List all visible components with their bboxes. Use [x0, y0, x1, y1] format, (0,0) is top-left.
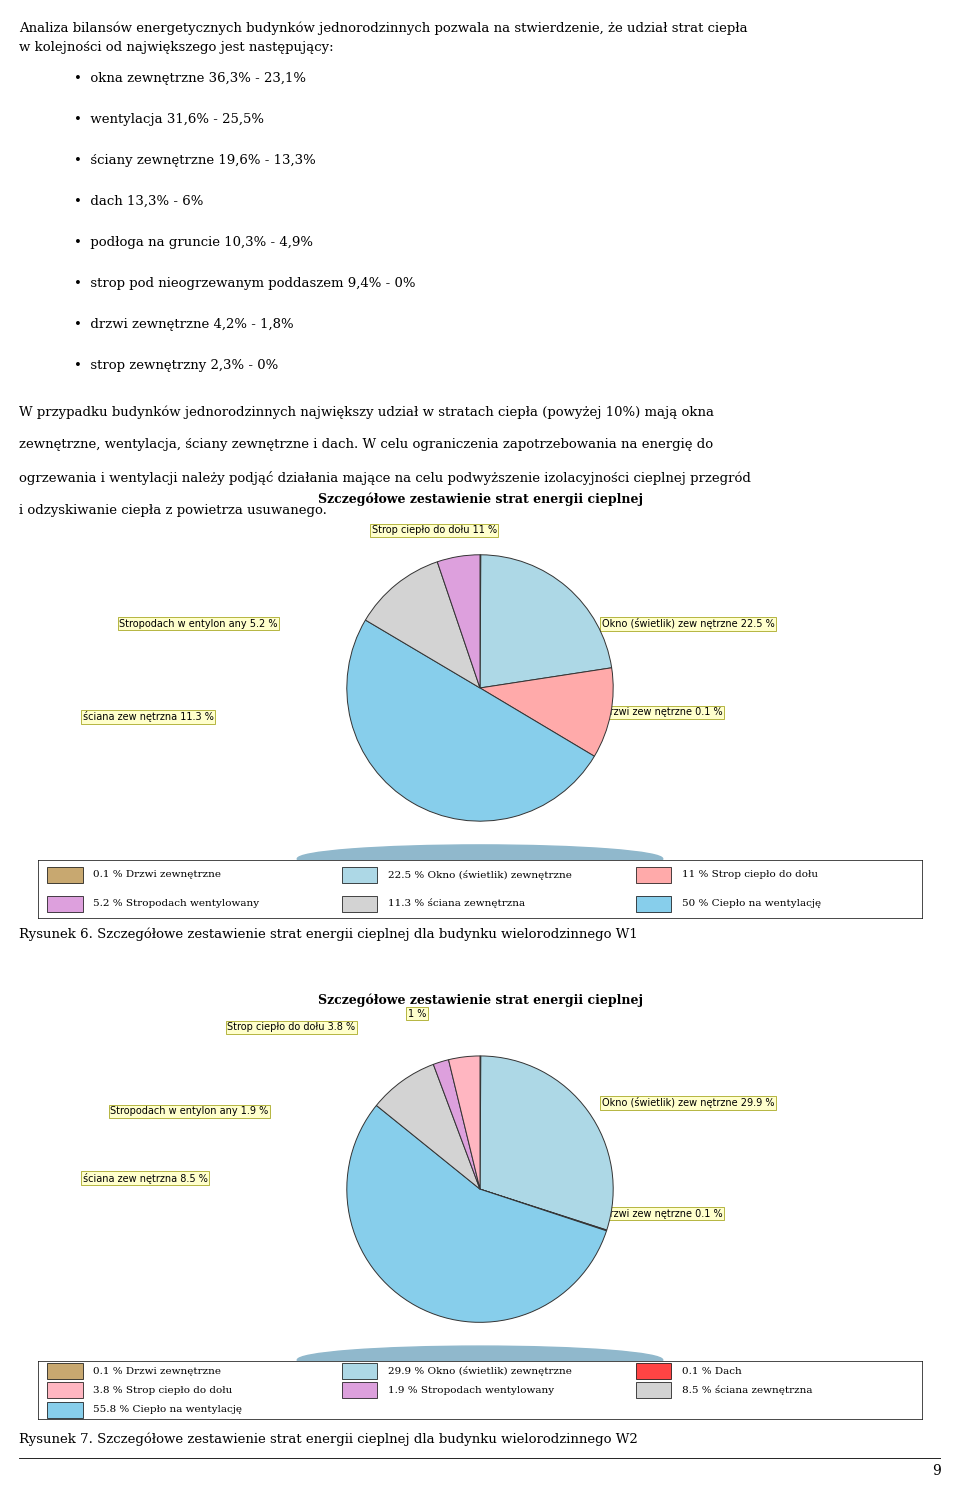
Bar: [342, 1382, 377, 1398]
Text: Szczegółowe zestawienie strat energii cieplnej: Szczegółowe zestawienie strat energii ci…: [318, 993, 642, 1007]
Wedge shape: [480, 1189, 607, 1231]
Text: 1 %: 1 %: [408, 1008, 426, 1019]
Wedge shape: [480, 1057, 613, 1230]
Text: •  drzwi zewnętrzne 4,2% - 1,8%: • drzwi zewnętrzne 4,2% - 1,8%: [75, 318, 294, 331]
Bar: [47, 1364, 83, 1379]
Wedge shape: [347, 620, 594, 822]
Text: 50 % Ciepło na wentylację: 50 % Ciepło na wentylację: [682, 898, 821, 908]
Wedge shape: [480, 668, 613, 756]
Text: •  podłoga na gruncie 10,3% - 4,9%: • podłoga na gruncie 10,3% - 4,9%: [75, 236, 314, 248]
Bar: [47, 1401, 83, 1418]
Text: Drzwi zew nętrzne 0.1 %: Drzwi zew nętrzne 0.1 %: [602, 1209, 723, 1219]
Text: 1.9 % Stropodach wentylowany: 1.9 % Stropodach wentylowany: [388, 1386, 554, 1395]
Wedge shape: [480, 555, 612, 688]
Text: •  wentylacja 31,6% - 25,5%: • wentylacja 31,6% - 25,5%: [75, 113, 265, 126]
Ellipse shape: [298, 844, 662, 873]
Wedge shape: [438, 555, 480, 688]
Text: 5.2 % Stropodach wentylowany: 5.2 % Stropodach wentylowany: [93, 898, 259, 908]
Text: Strop ciepło do dołu 11 %: Strop ciepło do dołu 11 %: [372, 525, 497, 536]
Text: 55.8 % Ciepło na wentylację: 55.8 % Ciepło na wentylację: [93, 1406, 242, 1415]
Text: Stropodach w entylon any 1.9 %: Stropodach w entylon any 1.9 %: [110, 1106, 268, 1117]
Text: Okno (świetlik) zew nętrzne 29.9 %: Okno (świetlik) zew nętrzne 29.9 %: [602, 1097, 775, 1108]
Text: •  ściany zewnętrzne 19,6% - 13,3%: • ściany zewnętrzne 19,6% - 13,3%: [75, 154, 316, 167]
Text: Analiza bilansów energetycznych budynków jednorodzinnych pozwala na stwierdzenie: Analiza bilansów energetycznych budynków…: [19, 21, 748, 35]
Wedge shape: [433, 1060, 480, 1189]
Text: •  okna zewnętrzne 36,3% - 23,1%: • okna zewnętrzne 36,3% - 23,1%: [75, 72, 306, 84]
Text: zewnętrzne, wentylacja, ściany zewnętrzne i dach. W celu ograniczenia zapotrzebo: zewnętrzne, wentylacja, ściany zewnętrzn…: [19, 438, 713, 452]
Text: 0.1 % Dach: 0.1 % Dach: [682, 1367, 742, 1376]
Wedge shape: [366, 561, 480, 688]
Text: Rysunek 7. Szczegółowe zestawienie strat energii cieplnej dla budynku wielorodzi: Rysunek 7. Szczegółowe zestawienie strat…: [19, 1433, 638, 1445]
Bar: [342, 867, 377, 883]
Bar: [636, 867, 671, 883]
Text: 11 % Strop ciepło do dołu: 11 % Strop ciepło do dołu: [682, 870, 818, 879]
Bar: [636, 895, 671, 912]
Bar: [342, 1364, 377, 1379]
Text: i odzyskiwanie ciepła z powietrza usuwanego.: i odzyskiwanie ciepła z powietrza usuwan…: [19, 504, 327, 516]
Text: 3.8 % Strop ciepło do dołu: 3.8 % Strop ciepło do dołu: [93, 1386, 232, 1395]
Text: Okno (świetlik) zew nętrzne 22.5 %: Okno (świetlik) zew nętrzne 22.5 %: [602, 619, 775, 629]
Bar: [47, 867, 83, 883]
Bar: [47, 895, 83, 912]
Wedge shape: [448, 1057, 480, 1189]
Text: 9: 9: [932, 1464, 941, 1478]
Text: w kolejności od największego jest następujący:: w kolejności od największego jest następ…: [19, 41, 334, 54]
Text: Drzwi zew nętrzne 0.1 %: Drzwi zew nętrzne 0.1 %: [602, 707, 723, 718]
Text: W przypadku budynków jednorodzinnych największy udział w stratach ciepła (powyże: W przypadku budynków jednorodzinnych naj…: [19, 406, 714, 420]
Bar: [342, 895, 377, 912]
Text: Stropodach w entylon any 5.2 %: Stropodach w entylon any 5.2 %: [119, 619, 277, 629]
Text: ogrzewania i wentylacji należy podjąć działania mające na celu podwyższenie izol: ogrzewania i wentylacji należy podjąć dz…: [19, 471, 751, 485]
Text: Strop ciepło do dołu 3.8 %: Strop ciepło do dołu 3.8 %: [228, 1022, 355, 1032]
Bar: [636, 1364, 671, 1379]
Wedge shape: [347, 1106, 607, 1323]
Text: Ciepło na w entylację 50 %: Ciepło na w entylację 50 %: [300, 871, 432, 882]
Bar: [47, 1382, 83, 1398]
Wedge shape: [376, 1064, 480, 1189]
Text: •  strop zewnętrzny 2,3% - 0%: • strop zewnętrzny 2,3% - 0%: [75, 360, 278, 372]
Text: 0.1 % Drzwi zewnętrzne: 0.1 % Drzwi zewnętrzne: [93, 1367, 221, 1376]
Ellipse shape: [298, 1345, 662, 1374]
Text: 8.5 % ściana zewnętrzna: 8.5 % ściana zewnętrzna: [682, 1386, 812, 1395]
Text: •  dach 13,3% - 6%: • dach 13,3% - 6%: [75, 194, 204, 208]
Text: Rysunek 6. Szczegółowe zestawienie strat energii cieplnej dla budynku wielorodzi: Rysunek 6. Szczegółowe zestawienie strat…: [19, 929, 638, 941]
Text: •  strop pod nieogrzewanym poddaszem 9,4% - 0%: • strop pod nieogrzewanym poddaszem 9,4%…: [75, 277, 416, 290]
Text: 29.9 % Okno (świetlik) zewnętrzne: 29.9 % Okno (świetlik) zewnętrzne: [388, 1367, 571, 1376]
Text: Szczegółowe zestawienie strat energii cieplnej: Szczegółowe zestawienie strat energii ci…: [318, 492, 642, 506]
Text: Ciepło na w entylację 55.8 %: Ciepło na w entylację 55.8 %: [281, 1373, 423, 1383]
Bar: [636, 1382, 671, 1398]
Text: 11.3 % ściana zewnętrzna: 11.3 % ściana zewnętrzna: [388, 898, 525, 909]
Text: 22.5 % Okno (świetlik) zewnętrzne: 22.5 % Okno (świetlik) zewnętrzne: [388, 870, 571, 879]
Text: ściana zew nętrzna 11.3 %: ściana zew nętrzna 11.3 %: [83, 712, 214, 722]
Text: 0.1 % Drzwi zewnętrzne: 0.1 % Drzwi zewnętrzne: [93, 870, 221, 879]
Text: ściana zew nętrzna 8.5 %: ściana zew nętrzna 8.5 %: [83, 1172, 207, 1183]
